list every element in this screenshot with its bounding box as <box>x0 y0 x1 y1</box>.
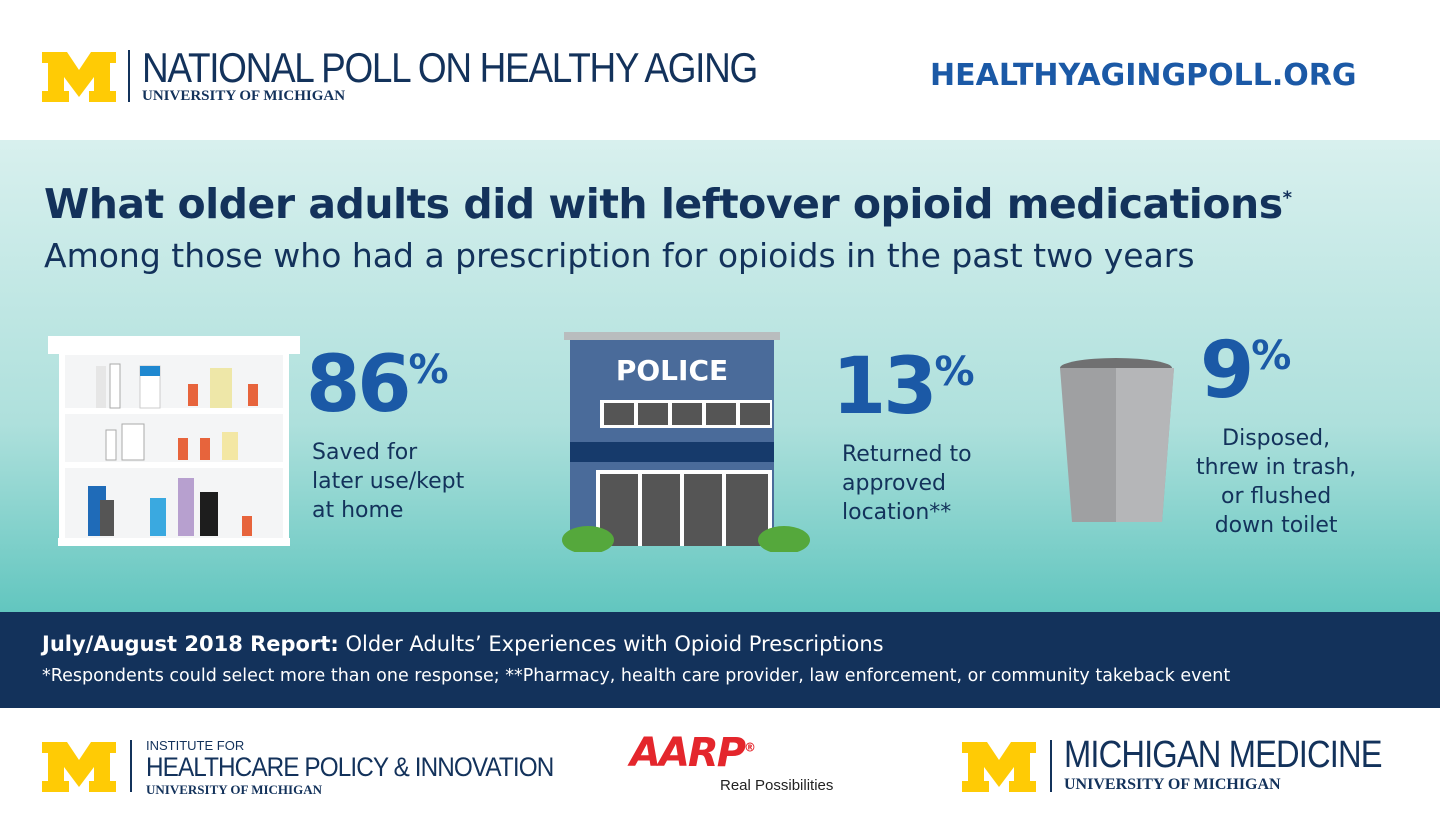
label-line: later use/kept <box>312 469 465 494</box>
cabinet-icon <box>48 336 300 546</box>
trash-icon <box>1060 358 1174 522</box>
aarp-name: AARP <box>630 730 746 776</box>
label-line: down toilet <box>1214 513 1338 538</box>
label-line: approved <box>842 471 946 496</box>
stat-unit: % <box>1251 333 1292 379</box>
header-title: NATIONAL POLL ON HEALTHY AGING <box>142 44 758 91</box>
stat-label: Returned to approved location** <box>842 440 972 527</box>
ihpi-line3: UNIVERSITY OF MICHIGAN <box>146 782 322 797</box>
medicine-subtitle: UNIVERSITY OF MICHIGAN <box>1064 776 1281 793</box>
block-m-logo <box>42 52 116 102</box>
divider <box>1050 740 1052 792</box>
stat-number: 86 <box>306 340 412 430</box>
label-line: threw in trash, <box>1196 455 1357 480</box>
headline-mark: * <box>1282 187 1292 209</box>
medicine-name: MICHIGAN MEDICINE <box>1064 734 1383 776</box>
stat-number: 9 <box>1200 326 1254 416</box>
aarp-tagline: Real Possibilities <box>720 777 834 794</box>
police-icon: POLICE <box>562 332 810 552</box>
stat-number: 13 <box>832 342 938 432</box>
aarp-mark: ® <box>744 740 756 755</box>
header-subtitle: UNIVERSITY OF MICHIGAN <box>142 88 346 104</box>
label-line: or flushed <box>1221 484 1332 509</box>
headline-title: What older adults did with leftover opio… <box>44 180 1283 228</box>
main-band: What older adults did with leftover opio… <box>0 140 1440 612</box>
headline-subtitle: Among those who had a prescription for o… <box>44 236 1195 275</box>
label-line: location** <box>842 500 952 525</box>
label-line: at home <box>312 498 404 523</box>
label-line: Saved for <box>312 440 418 465</box>
headline: What older adults did with leftover opio… <box>44 180 1292 228</box>
aarp-logo: AARP® <box>630 730 756 776</box>
report-label: July/August 2018 Report: <box>42 632 339 656</box>
block-m-logo <box>962 742 1036 792</box>
label-line: Disposed, <box>1222 426 1331 451</box>
ihpi-line2: HEALTHCARE POLICY & INNOVATION <box>146 752 554 782</box>
stat-label: Disposed, threw in trash, or flushed down t… <box>1196 424 1356 540</box>
ihpi-line1: INSTITUTE FOR <box>146 738 245 753</box>
stat-value: 13% <box>832 342 975 432</box>
stat-unit: % <box>408 347 449 393</box>
report-band: July/August 2018 Report: Older Adults’ E… <box>0 612 1440 708</box>
stat-label: Saved for later use/kept at home <box>312 438 464 525</box>
header-url[interactable]: HEALTHYAGINGPOLL.ORG <box>930 58 1357 93</box>
police-sign: POLICE <box>616 354 728 387</box>
divider <box>128 50 130 102</box>
report-title: Older Adults’ Experiences with Opioid Pr… <box>345 632 884 656</box>
label-line: Returned to <box>842 442 972 467</box>
report-heading: July/August 2018 Report: Older Adults’ E… <box>42 632 884 656</box>
divider <box>130 740 132 792</box>
stat-unit: % <box>934 349 975 395</box>
stat-value: 86% <box>306 340 449 430</box>
block-m-logo <box>42 742 116 792</box>
stat-value: 9% <box>1200 326 1291 416</box>
report-note: *Respondents could select more than one … <box>42 666 1231 686</box>
